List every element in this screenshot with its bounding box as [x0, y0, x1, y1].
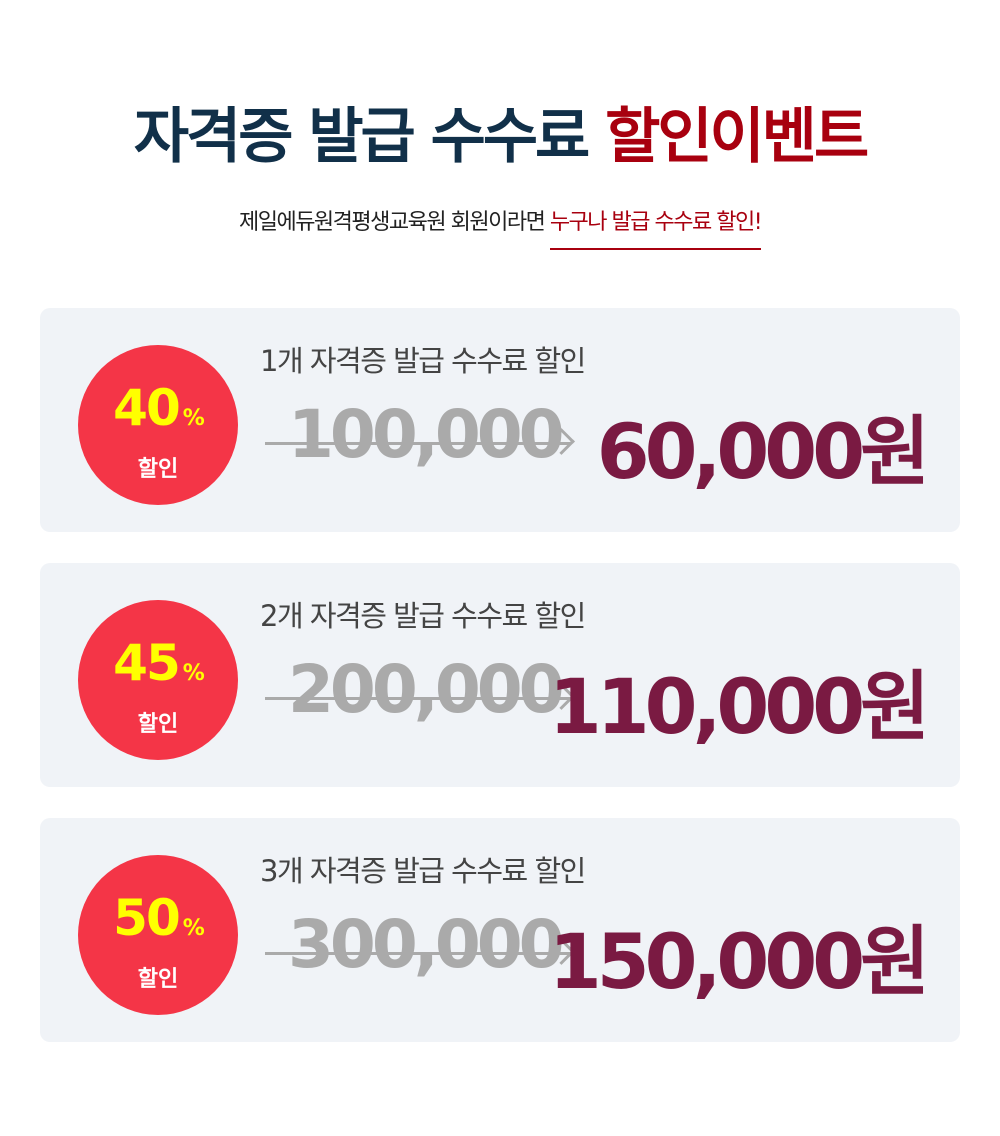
offer-card: 40% 할인 1개 자격증 발급 수수료 할인 100,000 60,000원: [40, 308, 960, 532]
discount-badge: 40% 할인: [78, 345, 238, 505]
discount-percent: 40: [113, 379, 181, 437]
offer-card: 50% 할인 3개 자격증 발급 수수료 할인 300,000 150,000원: [40, 818, 960, 1042]
badge-label: 할인: [137, 712, 179, 737]
offer-title: 3개 자격증 발급 수수료 할인: [260, 854, 586, 888]
discount-percent: 50: [113, 889, 181, 947]
strikethrough-line: [265, 952, 570, 955]
discount-badge: 45% 할인: [78, 600, 238, 760]
offer-title: 2개 자격증 발급 수수료 할인: [260, 599, 586, 633]
badge-label: 할인: [137, 967, 179, 992]
title-main: 자격증 발급 수수료: [133, 102, 590, 172]
subtitle: 제일에듀원격평생교육원 회원이라면 누구나 발급 수수료 할인!: [0, 204, 1000, 250]
discount-badge: 50% 할인: [78, 855, 238, 1015]
percent-sign: %: [182, 661, 205, 686]
percent-sign: %: [182, 916, 205, 941]
new-price: 150,000원: [548, 917, 930, 1006]
offer-card: 45% 할인 2개 자격증 발급 수수료 할인 200,000 110,000원: [40, 563, 960, 787]
old-price: 100,000: [288, 396, 565, 473]
subtitle-main: 제일에듀원격평생교육원 회원이라면: [238, 210, 546, 235]
old-price: 300,000: [288, 906, 565, 983]
offer-title: 1개 자격증 발급 수수료 할인: [260, 344, 586, 378]
discount-percent: 45: [113, 634, 181, 692]
strikethrough-line: [265, 697, 570, 700]
page-title: 자격증 발급 수수료 할인이벤트: [0, 88, 1000, 175]
old-price: 200,000: [288, 651, 565, 728]
percent-sign: %: [182, 406, 205, 431]
new-price: 60,000원: [596, 407, 930, 496]
new-price: 110,000원: [548, 662, 930, 751]
subtitle-highlight: 누구나 발급 수수료 할인!: [549, 204, 763, 250]
badge-label: 할인: [137, 457, 179, 482]
strikethrough-line: [265, 442, 570, 445]
title-highlight: 할인이벤트: [605, 102, 869, 172]
